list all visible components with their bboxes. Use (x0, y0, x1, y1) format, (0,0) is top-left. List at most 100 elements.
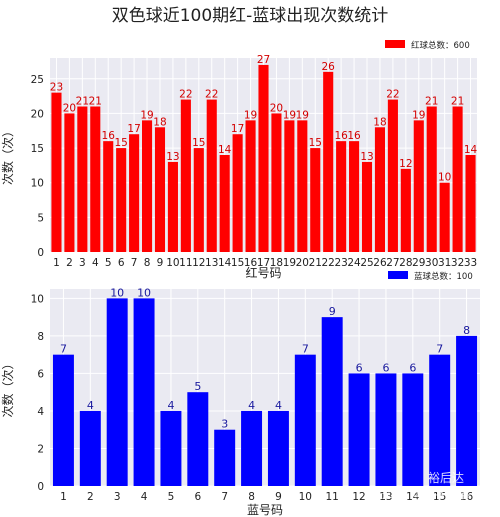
data-label: 3 (221, 418, 228, 431)
bar (241, 410, 263, 486)
data-label: 10 (110, 286, 124, 299)
x-tick-label: 11 (326, 491, 339, 503)
data-label: 19 (244, 109, 257, 121)
data-label: 19 (283, 109, 296, 121)
data-label: 23 (50, 82, 63, 94)
bar (116, 148, 127, 252)
data-label: 14 (218, 144, 232, 156)
bar (103, 141, 114, 252)
bar (429, 354, 451, 486)
x-tick-label: 3 (114, 491, 121, 503)
bar (348, 373, 370, 486)
bar (167, 161, 178, 252)
bar (64, 113, 75, 252)
bar (245, 120, 256, 252)
bar (90, 106, 101, 252)
x-tick-label: 9 (157, 257, 164, 269)
x-tick-label: 28 (399, 257, 412, 269)
bar (452, 106, 463, 252)
bar (214, 429, 236, 486)
y-tick-label: 25 (31, 74, 44, 86)
x-tick-label: 32 (451, 257, 464, 269)
data-label: 18 (373, 116, 386, 128)
data-label: 27 (257, 54, 270, 66)
x-tick-label: 26 (373, 257, 387, 269)
data-label: 10 (438, 172, 451, 184)
data-label: 13 (166, 151, 179, 163)
x-tick-label: 17 (257, 257, 270, 269)
x-tick-label: 15 (231, 257, 244, 269)
legend-swatch (388, 271, 408, 279)
data-label: 14 (464, 144, 478, 156)
data-label: 10 (137, 286, 151, 299)
data-label: 21 (451, 96, 464, 108)
bar (79, 410, 101, 486)
data-label: 13 (360, 151, 373, 163)
y-tick-label: 20 (31, 108, 44, 120)
data-label: 22 (205, 89, 218, 101)
y-tick-label: 8 (37, 331, 44, 343)
bar (402, 373, 424, 486)
bar (400, 168, 411, 252)
data-label: 20 (270, 102, 283, 114)
data-label: 4 (248, 399, 255, 412)
x-tick-label: 7 (221, 491, 228, 503)
y-axis-label: 次数（次） (0, 357, 15, 417)
data-label: 12 (399, 158, 412, 170)
x-tick-label: 15 (433, 491, 446, 503)
x-tick-label: 3 (79, 257, 86, 269)
bar (271, 113, 282, 252)
data-label: 21 (425, 96, 438, 108)
x-tick-label: 20 (296, 257, 309, 269)
data-label: 4 (275, 399, 282, 412)
red-ball-chart: 0510152025231202213214165156177198189131… (0, 40, 478, 280)
data-label: 17 (127, 123, 140, 135)
x-tick-label: 18 (270, 257, 283, 269)
data-label: 19 (296, 109, 309, 121)
data-label: 4 (167, 399, 174, 412)
x-tick-label: 21 (309, 257, 322, 269)
bar (375, 373, 397, 486)
bar (219, 155, 230, 252)
data-label: 7 (302, 343, 309, 356)
x-tick-label: 4 (141, 491, 148, 503)
x-tick-label: 16 (460, 491, 474, 503)
bar (465, 155, 476, 252)
x-tick-label: 5 (168, 491, 175, 503)
data-label: 16 (334, 130, 348, 142)
data-label: 22 (386, 89, 399, 101)
y-tick-label: 0 (37, 247, 44, 259)
data-label: 7 (60, 343, 67, 356)
bar (349, 141, 360, 252)
bar (336, 141, 347, 252)
bar (133, 298, 155, 486)
y-tick-label: 5 (37, 212, 44, 224)
bar (106, 298, 128, 486)
bar (323, 71, 334, 252)
x-tick-label: 9 (275, 491, 282, 503)
x-tick-label: 19 (283, 257, 296, 269)
data-label: 18 (153, 116, 166, 128)
y-tick-label: 2 (37, 443, 44, 455)
x-tick-label: 29 (412, 257, 425, 269)
data-label: 9 (329, 305, 336, 318)
bar (77, 106, 88, 252)
x-tick-label: 14 (218, 257, 232, 269)
x-tick-label: 14 (406, 491, 420, 503)
x-tick-label: 6 (194, 491, 201, 503)
x-tick-label: 8 (144, 257, 151, 269)
x-tick-label: 11 (179, 257, 192, 269)
data-label: 21 (89, 96, 102, 108)
data-label: 8 (463, 324, 470, 337)
data-label: 5 (194, 380, 201, 393)
bar (160, 410, 182, 486)
x-tick-label: 4 (92, 257, 99, 269)
bar (52, 354, 74, 486)
bar (258, 64, 269, 252)
data-label: 15 (309, 137, 322, 149)
bar (294, 354, 316, 486)
x-tick-label: 1 (53, 257, 60, 269)
x-tick-label: 22 (322, 257, 335, 269)
bar (267, 410, 289, 486)
x-tick-label: 6 (118, 257, 125, 269)
